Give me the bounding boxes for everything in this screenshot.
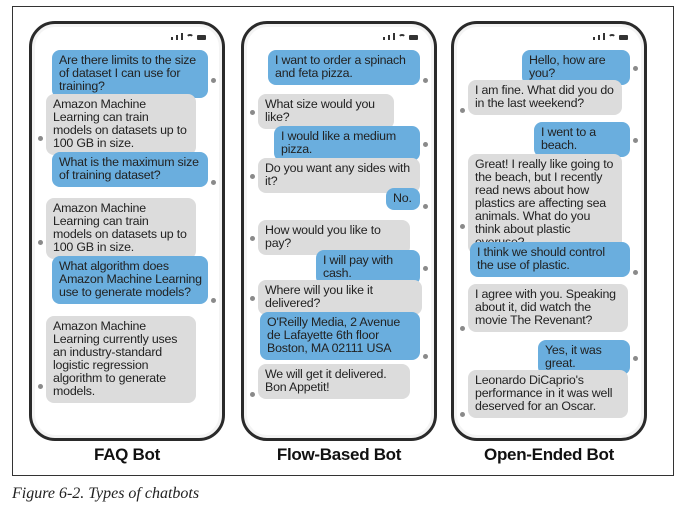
user-indicator-dot bbox=[633, 66, 638, 71]
bot-indicator-dot bbox=[460, 412, 465, 417]
wifi-icon bbox=[398, 34, 406, 40]
figure-caption: Figure 6-2. Types of chatbots bbox=[12, 485, 200, 502]
bot-indicator-dot bbox=[250, 296, 255, 301]
label-flow-based-bot: Flow-Based Bot bbox=[276, 445, 402, 464]
user-indicator-dot bbox=[633, 356, 638, 361]
chat-bubble-user: Are there limits to the size of dataset … bbox=[52, 50, 208, 98]
wifi-icon bbox=[608, 34, 616, 40]
chat-bubble-bot: What size would you like? bbox=[258, 94, 394, 129]
chat-bubble-bot: Do you want any sides with it? bbox=[258, 158, 420, 193]
chat-bubble-bot: Amazon Machine Learning currently uses a… bbox=[46, 316, 196, 403]
chat-bubble-user: I would like a medium pizza. bbox=[274, 126, 420, 161]
user-indicator-dot bbox=[423, 354, 428, 359]
bot-indicator-dot bbox=[250, 174, 255, 179]
user-indicator-dot bbox=[633, 138, 638, 143]
chat-bubble-user: I want to order a spinach and feta pizza… bbox=[268, 50, 420, 85]
bot-indicator-dot bbox=[460, 224, 465, 229]
chat-bubble-bot: Great! I really like going to the beach,… bbox=[468, 154, 622, 254]
label-open-ended-bot: Open-Ended Bot bbox=[484, 445, 614, 464]
user-indicator-dot bbox=[423, 78, 428, 83]
battery-icon bbox=[619, 35, 628, 40]
phone-flow-based-bot: I want to order a spinach and feta pizza… bbox=[241, 21, 437, 441]
figure-frame: Are there limits to the size of dataset … bbox=[12, 6, 674, 476]
bot-indicator-dot bbox=[38, 240, 43, 245]
signal-icon bbox=[383, 37, 385, 40]
bot-indicator-dot bbox=[38, 136, 43, 141]
chat-bubble-user: What algorithm does Amazon Machine Learn… bbox=[52, 256, 208, 304]
chat-bubble-user: What is the maximum size of training dat… bbox=[52, 152, 208, 187]
chat-bubble-bot: Amazon Machine Learning can train models… bbox=[46, 198, 196, 259]
chat-bubble-bot: Where will you like it delivered? bbox=[258, 280, 422, 315]
user-indicator-dot bbox=[211, 78, 216, 83]
bot-indicator-dot bbox=[250, 236, 255, 241]
chat-thread: Are there limits to the size of dataset … bbox=[32, 46, 222, 428]
user-indicator-dot bbox=[423, 204, 428, 209]
battery-icon bbox=[197, 35, 206, 40]
chat-thread: Hello, how are you? I am fine. What did … bbox=[454, 46, 644, 428]
battery-icon bbox=[409, 35, 418, 40]
bot-indicator-dot bbox=[460, 326, 465, 331]
chat-bubble-user: Hello, how are you? bbox=[522, 50, 630, 85]
chat-bubble-bot: Leonardo DiCaprio's performance in it wa… bbox=[468, 370, 628, 418]
chat-bubble-user: I went to a beach. bbox=[534, 122, 630, 157]
chat-bubble-bot: I am fine. What did you do in the last w… bbox=[468, 80, 622, 115]
phone-open-ended-bot: Hello, how are you? I am fine. What did … bbox=[451, 21, 647, 441]
user-indicator-dot bbox=[423, 142, 428, 147]
user-indicator-dot bbox=[633, 270, 638, 275]
chat-bubble-user: O'Reilly Media, 2 Avenue de Lafayette 6t… bbox=[260, 312, 420, 360]
wifi-icon bbox=[186, 34, 194, 40]
bot-indicator-dot bbox=[250, 392, 255, 397]
chat-bubble-bot: How would you like to pay? bbox=[258, 220, 410, 255]
signal-icon bbox=[171, 37, 173, 40]
label-faq-bot: FAQ Bot bbox=[94, 445, 160, 464]
phone-faq-bot: Are there limits to the size of dataset … bbox=[29, 21, 225, 441]
chat-bubble-bot: I agree with you. Speaking about it, did… bbox=[468, 284, 628, 332]
status-bar bbox=[383, 32, 418, 40]
signal-icon bbox=[593, 37, 595, 40]
chat-bubble-user: I think we should control the use of pla… bbox=[470, 242, 630, 277]
chat-thread: I want to order a spinach and feta pizza… bbox=[244, 46, 434, 428]
chat-bubble-bot: Amazon Machine Learning can train models… bbox=[46, 94, 196, 155]
bot-indicator-dot bbox=[460, 108, 465, 113]
user-indicator-dot bbox=[211, 298, 216, 303]
chat-bubble-user: Yes, it was great. bbox=[538, 340, 630, 375]
bot-indicator-dot bbox=[38, 384, 43, 389]
status-bar bbox=[593, 32, 628, 40]
status-bar bbox=[171, 32, 206, 40]
user-indicator-dot bbox=[211, 180, 216, 185]
bot-indicator-dot bbox=[250, 110, 255, 115]
user-indicator-dot bbox=[423, 266, 428, 271]
chat-bubble-user: I will pay with cash. bbox=[316, 250, 420, 285]
chat-bubble-bot: We will get it delivered. Bon Appetit! bbox=[258, 364, 410, 399]
chat-bubble-user: No. bbox=[386, 188, 420, 210]
